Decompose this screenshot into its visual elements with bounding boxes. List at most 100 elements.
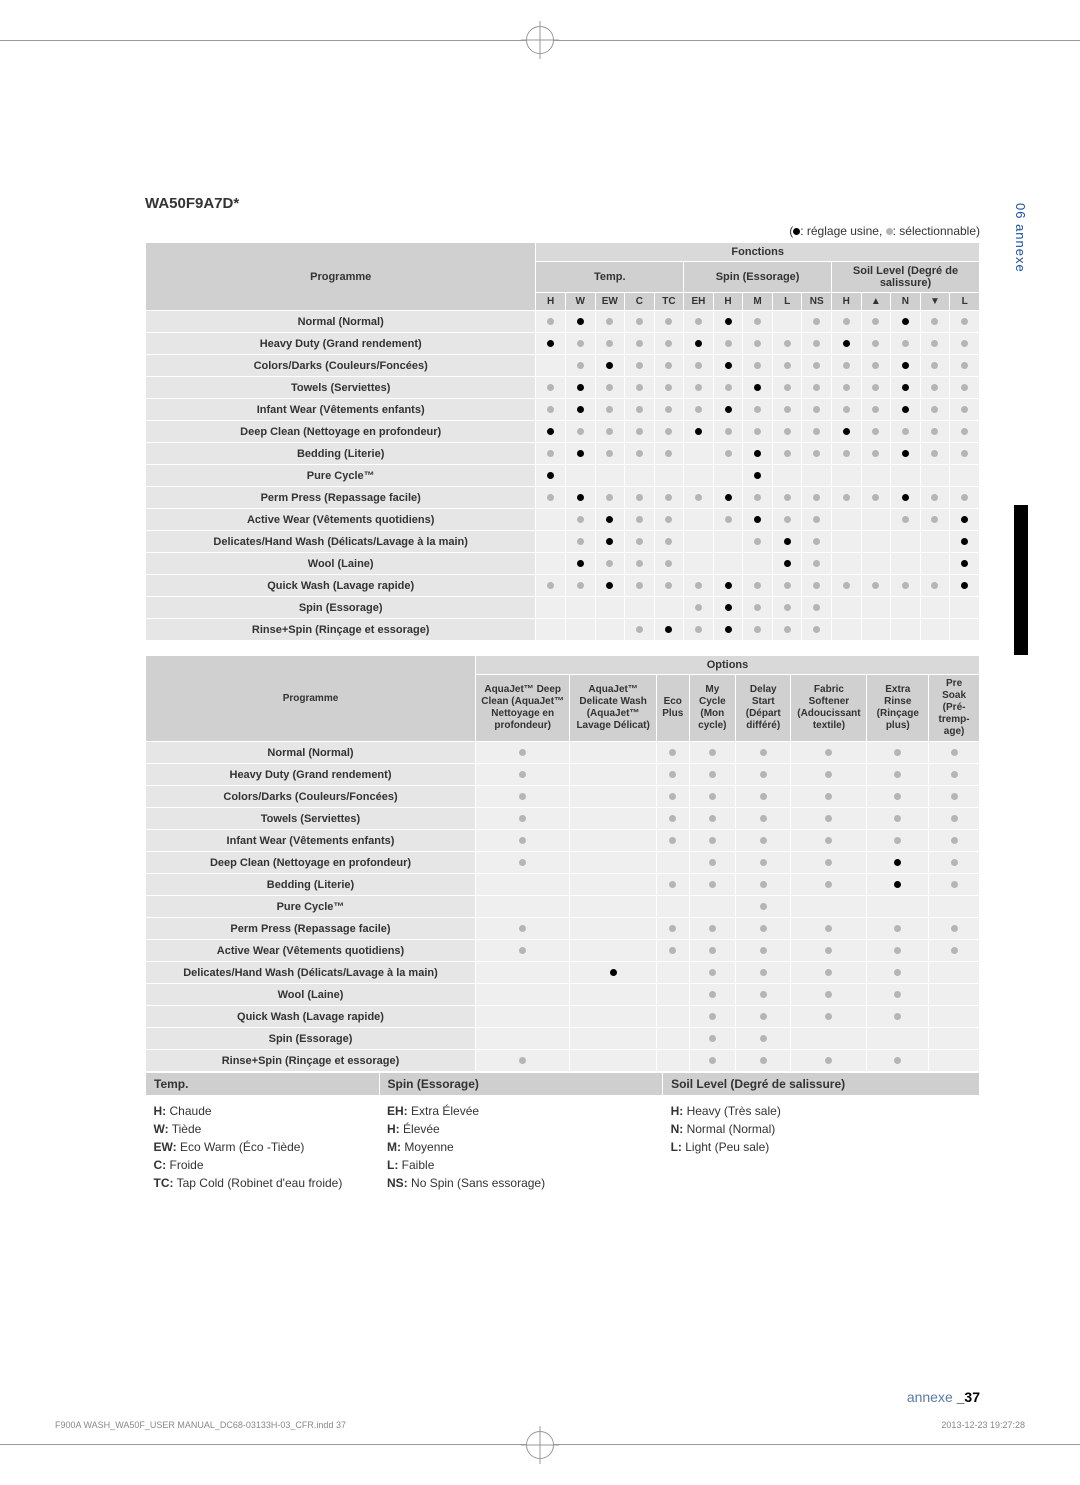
table-cell (802, 553, 832, 575)
table-cell (832, 311, 862, 333)
table-cell (595, 619, 625, 641)
row-label: Normal (Normal) (146, 311, 536, 333)
row-label: Wool (Laine) (146, 553, 536, 575)
table-cell (689, 742, 735, 764)
table-cell (772, 311, 802, 333)
options-table: Programme Options AquaJet™ Deep Clean (A… (145, 655, 980, 1072)
table-cell (791, 808, 867, 830)
table-cell (929, 786, 980, 808)
table-cell (565, 509, 595, 531)
table-cell (654, 597, 684, 619)
table-cell (920, 355, 950, 377)
t3-c1: H: ChaudeW: TièdeEW: Eco Warm (Éco -Tièd… (146, 1096, 380, 1199)
table-cell (867, 962, 929, 984)
col-head: L (772, 293, 802, 311)
table-cell (772, 597, 802, 619)
table-cell (565, 377, 595, 399)
table-cell (654, 553, 684, 575)
table-cell (565, 553, 595, 575)
table-cell (950, 465, 980, 487)
t3-c2: EH: Extra ÉlevéeH: ÉlevéeM: MoyenneL: Fa… (379, 1096, 663, 1199)
table-cell (570, 940, 657, 962)
table-cell (832, 443, 862, 465)
table-cell (736, 984, 791, 1006)
table-cell (802, 465, 832, 487)
table-cell (891, 465, 921, 487)
table-cell (654, 377, 684, 399)
hdr-temp: Temp. (536, 262, 684, 293)
table-cell (536, 531, 566, 553)
table-cell (802, 311, 832, 333)
table-cell (625, 619, 655, 641)
table-cell (950, 355, 980, 377)
table-cell (867, 918, 929, 940)
table-cell (802, 443, 832, 465)
side-bar (1014, 505, 1028, 655)
table-cell (950, 553, 980, 575)
table-cell (713, 421, 743, 443)
hdr-spin: Spin (Essorage) (684, 262, 832, 293)
table-cell (656, 1050, 689, 1072)
table-cell (656, 940, 689, 962)
table-cell (920, 619, 950, 641)
table-cell (713, 399, 743, 421)
table-cell (802, 355, 832, 377)
row-label: Pure Cycle™ (146, 465, 536, 487)
table-cell (736, 1028, 791, 1050)
table-cell (929, 918, 980, 940)
col-head: EW (595, 293, 625, 311)
table-cell (867, 940, 929, 962)
table-cell (929, 764, 980, 786)
table-cell (920, 377, 950, 399)
table-cell (772, 575, 802, 597)
table-cell (867, 1006, 929, 1028)
table-cell (743, 487, 773, 509)
table-cell (595, 377, 625, 399)
table-cell (713, 333, 743, 355)
table-cell (625, 553, 655, 575)
row-label: Quick Wash (Lavage rapide) (146, 575, 536, 597)
table-cell (536, 487, 566, 509)
col-head: Fabric Softener (Adouciss­ant textile) (791, 675, 867, 742)
table-cell (861, 399, 891, 421)
table-cell (565, 487, 595, 509)
table-cell (570, 918, 657, 940)
table-cell (743, 443, 773, 465)
table-cell (832, 421, 862, 443)
table-cell (476, 1006, 570, 1028)
table-cell (684, 531, 714, 553)
col-head: H (536, 293, 566, 311)
table-cell (536, 465, 566, 487)
table-cell (656, 896, 689, 918)
table-cell (595, 575, 625, 597)
table-cell (772, 399, 802, 421)
table-cell (802, 399, 832, 421)
t3-h3: Soil Level (Degré de salissure) (663, 1073, 980, 1096)
table-cell (654, 487, 684, 509)
table-cell (684, 311, 714, 333)
table-cell (743, 619, 773, 641)
table-cell (743, 421, 773, 443)
table-cell (772, 553, 802, 575)
table-cell (791, 852, 867, 874)
hdr-programme-2: Programme (146, 656, 476, 742)
table-cell (867, 764, 929, 786)
table-cell (736, 786, 791, 808)
table-cell (570, 852, 657, 874)
table-cell (832, 531, 862, 553)
row-label: Perm Press (Repassage facile) (146, 487, 536, 509)
table-cell (950, 509, 980, 531)
table-cell (689, 764, 735, 786)
table-cell (713, 619, 743, 641)
table-cell (802, 487, 832, 509)
table-cell (867, 1028, 929, 1050)
table-cell (536, 399, 566, 421)
table-cell (802, 619, 832, 641)
hdr-soil: Soil Level (Degré de salissure) (832, 262, 980, 293)
table-cell (920, 399, 950, 421)
row-label: Colors/Darks (Couleurs/Foncées) (146, 355, 536, 377)
table-cell (713, 509, 743, 531)
table-cell (861, 377, 891, 399)
table-cell (625, 465, 655, 487)
print-foot-left: F900A WASH_WA50F_USER MANUAL_DC68-03133H… (55, 1420, 346, 1430)
